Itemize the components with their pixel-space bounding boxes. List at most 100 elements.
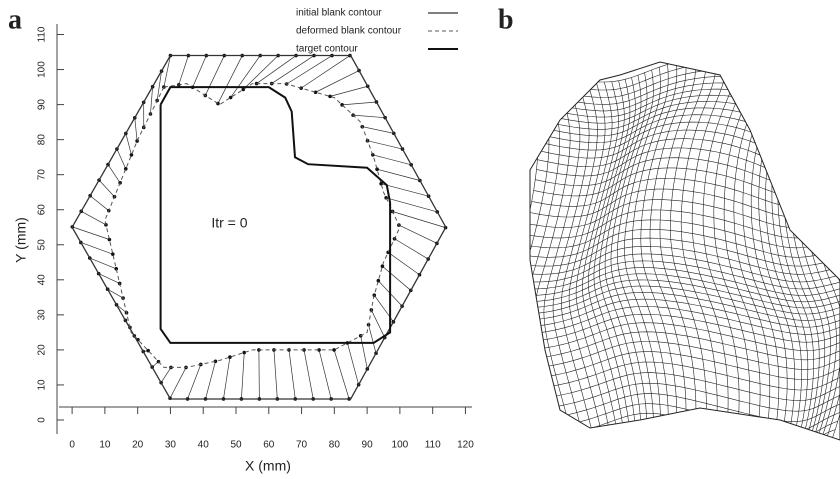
node [129,153,134,157]
mesh-line [536,147,823,177]
mesh-line [535,157,824,187]
x-tick-label: 60 [263,440,275,451]
mesh-line [531,438,831,440]
connector [367,140,403,150]
y-tick-label: 30 [37,309,48,321]
connector [386,197,438,213]
connector [243,55,279,90]
y-tick-label: 70 [37,169,48,181]
x-tick-label: 70 [296,440,308,451]
mesh-line [530,237,840,267]
y-tick-label: 100 [37,61,48,78]
node [107,237,112,242]
mesh-line [530,285,840,315]
connector [300,55,351,89]
connector [303,349,314,400]
mesh-line [530,219,836,249]
connector [98,179,115,197]
mesh-line [587,80,625,440]
mesh-line [530,67,539,440]
connector [107,288,124,299]
connector [273,349,278,399]
connector [271,55,315,84]
y-tick-label: 40 [37,274,48,286]
mesh [530,62,840,440]
mesh-line [530,331,840,361]
mesh-line [530,292,840,321]
connector [125,133,132,156]
mesh-line [530,279,840,309]
y-tick-label: 110 [37,26,48,42]
legend-label: target contour [296,44,358,55]
mesh-line [813,81,840,440]
mesh-line [530,76,835,105]
legend-label: deformed blank contour [296,26,402,37]
connector [223,357,231,400]
connector [382,265,412,291]
node [313,90,318,95]
connector [286,55,333,85]
connector [370,309,386,338]
y-tick-label: 50 [37,239,48,251]
connector [187,364,202,400]
mesh-line [530,314,840,343]
connector [205,361,216,400]
connector [353,114,386,119]
connector [116,304,127,314]
connector [347,342,359,385]
connector [387,252,420,276]
mesh-line [788,77,826,440]
connector [372,154,412,166]
connector [342,101,377,106]
connector [163,55,171,88]
node [332,348,336,352]
x-tick-label: 90 [362,440,374,451]
node [213,359,218,364]
connector [368,324,377,354]
legend-label: initial blank contour [296,8,382,19]
mesh-line [530,62,840,83]
node [375,167,379,172]
node [228,355,232,359]
connector [376,168,420,181]
y-tick-label: 80 [37,134,48,146]
node [328,94,332,99]
node [114,266,119,271]
connector [394,238,429,260]
connector [89,257,117,270]
connector [241,352,245,399]
y-axis-label: Y (mm) [13,217,29,263]
connector [288,349,296,400]
mesh-line [758,64,796,440]
node [123,167,128,171]
y-tick-label: 20 [37,344,48,356]
connector [315,70,360,93]
mesh-line [530,260,840,290]
x-tick-label: 10 [99,440,111,451]
connector [156,71,162,101]
mesh-line [530,229,839,258]
mesh-line [530,209,834,239]
connector [80,242,113,255]
mesh-line [783,74,820,440]
mesh-line [530,306,840,335]
mesh-line [530,382,840,412]
mesh-line [777,72,815,440]
y-tick-label: 60 [37,204,48,216]
x-axis-label: X (mm) [245,458,291,474]
mesh-line [640,62,678,440]
mesh-line [530,273,840,303]
mesh-line [530,69,838,98]
mesh-line [530,253,840,283]
mesh-line [537,121,823,151]
x-tick-label: 80 [329,440,341,451]
mesh-line [530,298,840,328]
connector [178,55,189,85]
connector [360,335,368,370]
mesh-line [649,62,687,440]
mesh-line [530,393,840,422]
x-tick-label: 100 [392,440,409,451]
y-tick-label: 90 [37,99,48,111]
x-tick-label: 120 [457,440,474,451]
mesh-line [531,178,827,207]
